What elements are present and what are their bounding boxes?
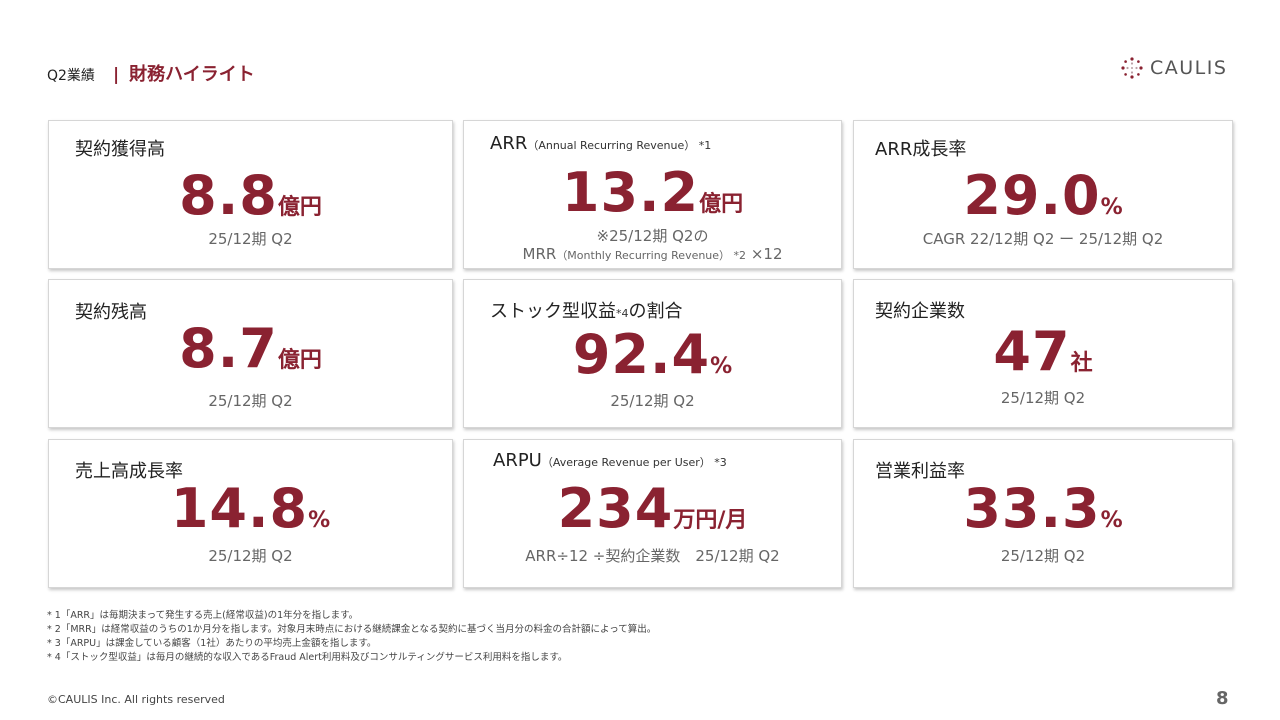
card-title: 売上高成長率 xyxy=(75,461,183,482)
card-title: ストック型収益*4の割合 xyxy=(490,297,683,323)
big-value: 47社 xyxy=(854,325,1232,379)
card-arr-growth: ARR成長率 29.0% CAGR 22/12期 Q2 ー 25/12期 Q2 xyxy=(853,120,1233,269)
card-title: ARR成長率 xyxy=(875,139,967,160)
card-title: 契約獲得高 xyxy=(75,139,165,160)
value-number: 47 xyxy=(993,320,1071,383)
card-title: 契約残高 xyxy=(75,302,147,323)
card-subtext: 25/12期 Q2 xyxy=(610,392,695,410)
card-title: 契約企業数 xyxy=(875,301,965,322)
card-title: 営業利益率 xyxy=(875,461,965,482)
mrr-note: （Monthly Recurring Revenue） *2 xyxy=(556,249,747,262)
card-title-note: （Average Revenue per User） *3 xyxy=(541,456,727,469)
card-title: ARR（Annual Recurring Revenue） *1 xyxy=(490,133,711,154)
value-number: 8.8 xyxy=(179,164,278,227)
big-value: 29.0% xyxy=(854,169,1232,223)
footnote: * 3「ARPU」は課金している顧客（1社）あたりの平均売上金額を指します。 xyxy=(47,638,377,649)
card-subtext: 25/12期 Q2 xyxy=(208,392,293,410)
card-subtext: CAGR 22/12期 Q2 ー 25/12期 Q2 xyxy=(922,230,1164,248)
card-arr: ARR（Annual Recurring Revenue） *1 13.2億円 … xyxy=(463,120,842,269)
slide-header: Q2業績 | 財務ハイライト xyxy=(47,60,255,86)
mrr-multiplier: ×12 xyxy=(750,245,783,263)
footnote: * 2「MRR」は経常収益のうちの1か月分を指します。対象月末時点における継続課… xyxy=(47,624,657,635)
value-unit: % xyxy=(1100,195,1123,220)
card-contract-balance: 契約残高 8.7億円 25/12期 Q2 xyxy=(48,279,453,428)
card-subtext: 25/12期 Q2 xyxy=(1000,547,1086,565)
card-subtext: 25/12期 Q2 xyxy=(1000,389,1086,407)
value-unit: 億円 xyxy=(277,195,322,220)
big-value: 92.4% xyxy=(464,328,841,382)
value-unit: 億円 xyxy=(699,192,744,217)
card-title: ARPU（Average Revenue per User） *3 xyxy=(493,450,727,471)
value-number: 14.8 xyxy=(170,477,309,540)
logo-text: CAULIS xyxy=(1150,57,1228,79)
value-number: 33.3 xyxy=(963,477,1101,540)
big-value: 8.8億円 xyxy=(49,169,452,223)
card-subtext-line2: MRR（Monthly Recurring Revenue） *2 ×12 xyxy=(464,245,841,263)
value-unit: % xyxy=(308,508,331,533)
footnotes: * 1「ARR」は毎期決まって発生する売上(経常収益)の1年分を指します。 * … xyxy=(47,609,656,665)
header-divider: | xyxy=(112,65,120,85)
card-subtext: ARR÷12 ÷契約企業数 25/12期 Q2 xyxy=(525,547,780,565)
big-value: 14.8% xyxy=(49,482,452,536)
card-subtext-line1: ※25/12期 Q2の xyxy=(596,227,709,245)
caulis-logo: CAULIS xyxy=(1120,56,1227,80)
page-title: 財務ハイライト xyxy=(129,64,255,85)
card-title-main: ARR xyxy=(490,133,528,154)
page-number: 8 xyxy=(1216,688,1229,709)
big-value: 13.2億円 xyxy=(464,166,841,220)
card-contract-acquisition: 契約獲得高 8.8億円 25/12期 Q2 xyxy=(48,120,453,269)
card-operating-margin: 営業利益率 33.3% 25/12期 Q2 xyxy=(853,439,1233,588)
card-title-main: ARPU xyxy=(493,450,542,471)
card-arpu: ARPU（Average Revenue per User） *3 234万円/… xyxy=(463,439,842,588)
copyright: ©CAULIS Inc. All rights reserved xyxy=(47,693,225,706)
value-unit: % xyxy=(710,354,733,379)
card-subtext: 25/12期 Q2 xyxy=(208,230,293,248)
value-number: 92.4 xyxy=(572,323,711,386)
mrr-label: MRR xyxy=(522,245,557,263)
card-stock-revenue-ratio: ストック型収益*4の割合 92.4% 25/12期 Q2 xyxy=(463,279,842,428)
card-title-main: ストック型収益 xyxy=(490,301,616,322)
big-value: 33.3% xyxy=(854,482,1232,536)
value-number: 8.7 xyxy=(179,317,278,380)
value-number: 13.2 xyxy=(561,161,700,224)
value-number: 234 xyxy=(557,477,674,540)
caulis-logo-icon xyxy=(1121,57,1143,79)
footnote: * 1「ARR」は毎期決まって発生する売上(経常収益)の1年分を指します。 xyxy=(47,610,359,621)
value-number: 29.0 xyxy=(963,164,1101,227)
big-value: 8.7億円 xyxy=(49,322,452,376)
value-unit: 社 xyxy=(1070,351,1093,376)
value-unit: 万円/月 xyxy=(673,508,748,533)
big-value: 234万円/月 xyxy=(464,482,841,536)
value-unit: 億円 xyxy=(277,348,322,373)
footnote: * 4「ストック型収益」は毎月の継続的な収入であるFraud Alert利用料及… xyxy=(47,652,568,663)
value-unit: % xyxy=(1100,508,1123,533)
card-contract-companies: 契約企業数 47社 25/12期 Q2 xyxy=(853,279,1233,428)
card-sales-growth: 売上高成長率 14.8% 25/12期 Q2 xyxy=(48,439,453,588)
card-title-note: *4 xyxy=(616,307,629,320)
section-label: Q2業績 xyxy=(47,68,95,84)
card-title-suffix: の割合 xyxy=(628,301,683,322)
card-title-note: （Annual Recurring Revenue） *1 xyxy=(527,139,712,152)
card-subtext: 25/12期 Q2 xyxy=(208,547,293,565)
